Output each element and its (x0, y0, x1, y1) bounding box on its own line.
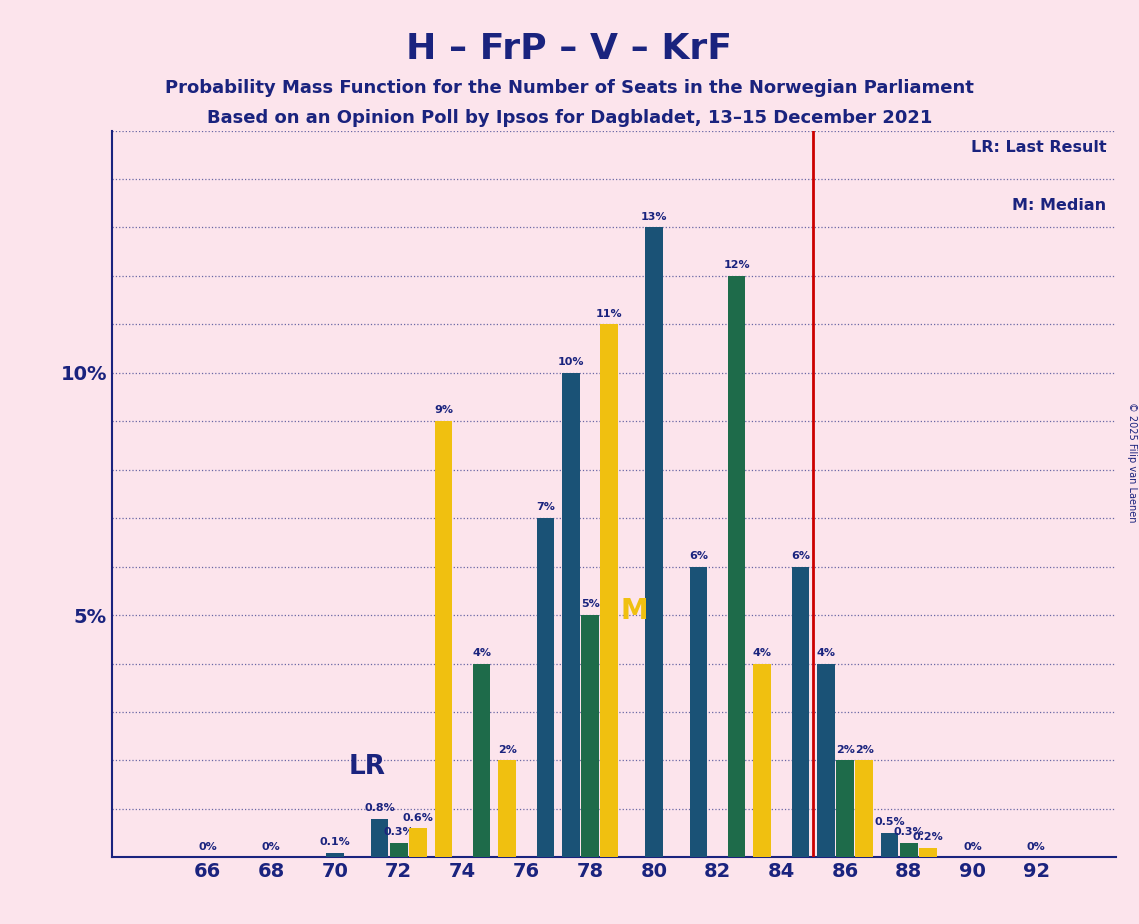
Text: 6%: 6% (689, 551, 708, 561)
Text: 0%: 0% (964, 842, 982, 852)
Text: 0.6%: 0.6% (402, 812, 433, 822)
Bar (473, 663, 491, 857)
Bar (919, 847, 936, 857)
Text: Based on an Opinion Poll by Ipsos for Dagbladet, 13–15 December 2021: Based on an Opinion Poll by Ipsos for Da… (207, 109, 932, 127)
Text: M: Median: M: Median (1013, 199, 1106, 213)
Bar (855, 760, 872, 857)
Text: 7%: 7% (536, 503, 555, 513)
Text: 4%: 4% (473, 648, 491, 658)
Bar (581, 615, 599, 857)
Bar (499, 760, 516, 857)
Bar (836, 760, 854, 857)
Bar (900, 843, 918, 857)
Text: 11%: 11% (596, 309, 623, 319)
Text: 2%: 2% (498, 745, 517, 755)
Text: Probability Mass Function for the Number of Seats in the Norwegian Parliament: Probability Mass Function for the Number… (165, 79, 974, 96)
Bar (563, 372, 580, 857)
Text: 4%: 4% (817, 648, 835, 658)
Bar (326, 853, 344, 857)
Bar (435, 421, 452, 857)
Text: LR: LR (349, 754, 385, 780)
Bar (600, 324, 618, 857)
Bar (753, 663, 771, 857)
Text: 0.3%: 0.3% (893, 827, 924, 837)
Text: 0.3%: 0.3% (384, 827, 415, 837)
Text: 0%: 0% (1027, 842, 1046, 852)
Bar (792, 566, 809, 857)
Bar (817, 663, 835, 857)
Text: LR: Last Result: LR: Last Result (970, 140, 1106, 155)
Text: H – FrP – V – KrF: H – FrP – V – KrF (407, 32, 732, 67)
Text: 0.2%: 0.2% (912, 832, 943, 842)
Text: 10%: 10% (558, 357, 584, 367)
Text: © 2025 Filip van Laenen: © 2025 Filip van Laenen (1128, 402, 1137, 522)
Text: 5%: 5% (581, 600, 599, 609)
Text: 0.1%: 0.1% (320, 837, 351, 846)
Text: 0.5%: 0.5% (875, 818, 906, 827)
Text: 4%: 4% (753, 648, 772, 658)
Text: 0.8%: 0.8% (364, 803, 395, 813)
Text: 0%: 0% (262, 842, 280, 852)
Bar (409, 828, 427, 857)
Text: 0%: 0% (198, 842, 216, 852)
Bar (390, 843, 408, 857)
Text: 2%: 2% (836, 745, 854, 755)
Text: 6%: 6% (790, 551, 810, 561)
Bar (371, 819, 388, 857)
Text: 9%: 9% (434, 406, 453, 416)
Text: 12%: 12% (723, 260, 749, 270)
Text: 13%: 13% (640, 212, 667, 222)
Text: 2%: 2% (854, 745, 874, 755)
Bar (728, 276, 745, 857)
Text: M: M (621, 597, 648, 625)
Bar (690, 566, 707, 857)
Bar (880, 833, 899, 857)
Bar (645, 227, 663, 857)
Bar (536, 518, 555, 857)
